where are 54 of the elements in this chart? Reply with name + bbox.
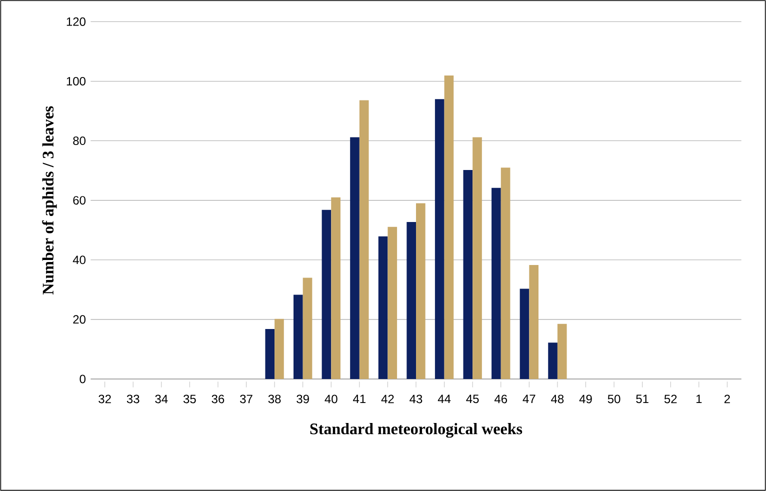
x-tick-label: 51: [636, 394, 648, 404]
bar: [265, 328, 275, 379]
bar: [331, 197, 340, 379]
y-tick-label: 120: [66, 17, 86, 26]
x-tick-label: 45: [466, 394, 479, 404]
x-tick-label: 43: [410, 394, 422, 404]
y-tick-label: 20: [73, 315, 86, 324]
x-tick-label: 42: [381, 394, 394, 404]
bar: [274, 318, 284, 379]
x-tick-label: 33: [126, 394, 140, 404]
bar: [416, 203, 426, 379]
bar: [434, 99, 444, 379]
bar: [557, 324, 567, 379]
bar: [406, 222, 416, 379]
bar: [529, 264, 538, 379]
x-tick-label: 32: [98, 394, 111, 404]
y-tick-label: 80: [73, 136, 86, 146]
bar: [388, 226, 398, 379]
x-tick-label: 38: [268, 394, 281, 404]
x-axis-title: Standard meteorological weeks: [310, 423, 522, 438]
bar: [548, 342, 558, 379]
x-tick-label: 46: [494, 394, 508, 404]
x-tick-label: 49: [579, 394, 592, 404]
x-tick-label: 40: [324, 394, 338, 404]
x-tick-label: 39: [296, 394, 309, 404]
x-tick-label: 48: [551, 394, 564, 404]
bar: [492, 188, 501, 379]
x-tick-label: 50: [608, 394, 620, 404]
x-tick-label: 36: [212, 394, 224, 404]
x-tick-label: 37: [240, 394, 252, 404]
x-tick-label: 1: [696, 394, 702, 403]
y-tick-label: 40: [72, 256, 86, 264]
bar: [350, 137, 360, 379]
bar: [322, 210, 332, 379]
x-tick-label: 2: [724, 394, 730, 404]
bar: [378, 236, 388, 379]
bar: [500, 168, 510, 379]
bar: [302, 278, 312, 379]
bar: [472, 137, 482, 379]
bar: [444, 76, 454, 379]
x-tick-label: 41: [353, 394, 366, 403]
y-axis-title: Number of aphids / 3 leaves: [42, 106, 57, 294]
x-tick-label: 52: [664, 394, 677, 404]
bar: [463, 170, 473, 379]
x-tick-label: 44: [438, 394, 451, 403]
y-tick-label: 0: [80, 374, 86, 384]
bar: [520, 288, 530, 379]
y-tick-label: 100: [66, 76, 86, 86]
bar: [294, 294, 303, 379]
x-tick-label: 47: [522, 394, 536, 403]
x-tick-label: 35: [183, 394, 196, 404]
bar: [359, 100, 369, 379]
x-tick-label: 34: [155, 394, 168, 404]
y-tick-label: 60: [73, 196, 86, 205]
